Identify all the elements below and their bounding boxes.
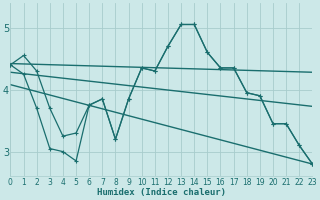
X-axis label: Humidex (Indice chaleur): Humidex (Indice chaleur) (97, 188, 226, 197)
